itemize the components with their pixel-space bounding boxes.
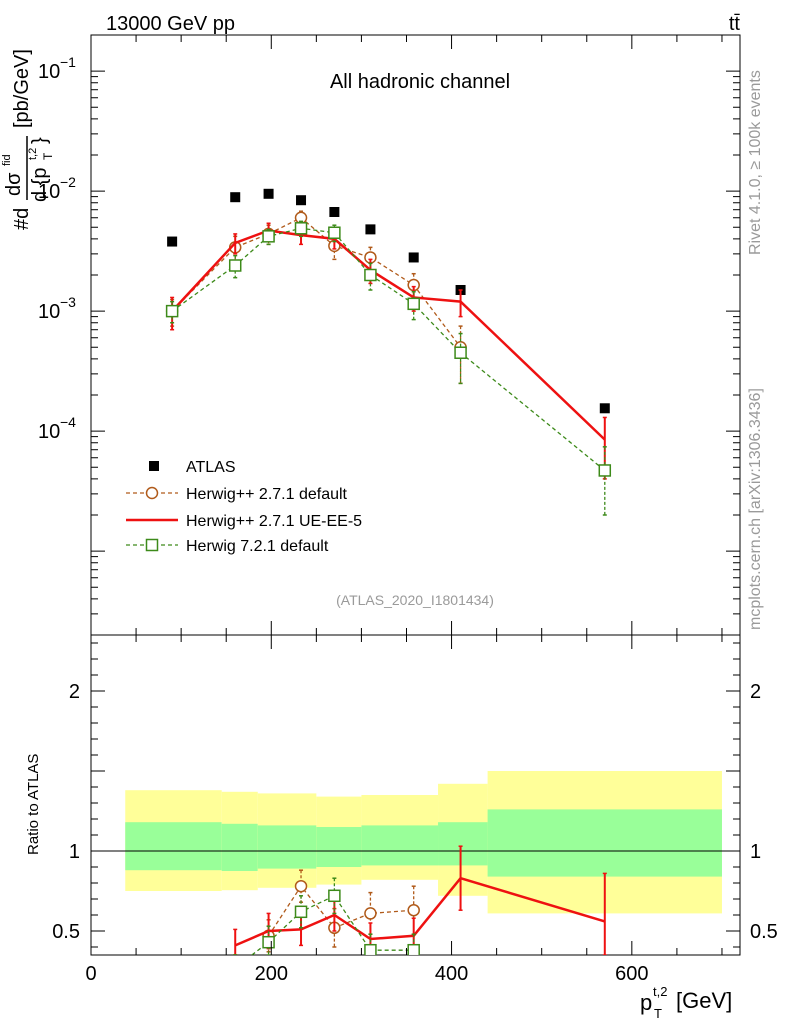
legend-herwig-7-2-1-default-marker	[145, 538, 159, 552]
ratio-herwig-7-2-1-default-point	[407, 943, 420, 955]
x-tick-label: 600	[615, 963, 648, 985]
atlas-point	[167, 236, 178, 247]
svg-text:}: }	[29, 137, 51, 144]
atlas-point	[329, 206, 340, 217]
ratio-herwig-2-7-1-default-line	[268, 885, 414, 937]
svg-text:dσ: dσ	[3, 172, 25, 196]
mcplots-label: mcplots.cern.ch [arXiv:1306.3436]	[747, 388, 764, 630]
main-y-tick-label: 10	[38, 421, 60, 443]
ratio-y-tick-label-right: 0.5	[750, 921, 778, 943]
herwig-2-7-1-default-line	[171, 216, 462, 348]
legend-atlas-label: ATLAS	[186, 459, 236, 476]
atlas-point	[263, 188, 274, 199]
svg-text:p: p	[640, 990, 652, 1015]
legend-herwig-7-2-1-default-label: Herwig 7.2.1 default	[186, 538, 329, 555]
ratio-y-tick-label-right: 1	[750, 841, 761, 863]
ratio-y-tick-label: 1	[69, 841, 80, 863]
svg-text:d {p: d {p	[29, 168, 51, 202]
herwig-7-2-1-default-point	[364, 268, 377, 282]
svg-text:T: T	[654, 1006, 662, 1021]
legend-herwig-2-7-1-ue-ee-5-label: Herwig++ 2.7.1 UE-EE-5	[186, 513, 362, 530]
ratio-band-inner	[125, 822, 222, 871]
main-y-tick-exponent: −4	[60, 414, 76, 430]
ratio-band-inner	[316, 827, 362, 867]
herwig-7-2-1-default-point	[407, 297, 420, 311]
svg-text:#d: #d	[11, 208, 33, 230]
x-tick-label: 400	[435, 963, 468, 985]
main-y-tick-label: 10	[38, 61, 60, 83]
header-left: 13000 GeV pp	[106, 13, 235, 35]
main-y-tick-exponent: −1	[60, 54, 76, 70]
svg-text:t,2: t,2	[653, 984, 667, 999]
ratio-band-inner	[361, 825, 439, 866]
watermark: (ATLAS_2020_I1801434)	[336, 592, 494, 608]
ratio-y-tick-label: 2	[69, 681, 80, 703]
svg-text:T: T	[41, 152, 55, 160]
ratio-y-tick-label: 0.5	[52, 921, 80, 943]
ratio-band-inner	[487, 809, 722, 877]
header-right: tt̄	[729, 13, 741, 35]
ratio-herwig-7-2-1-default-point	[294, 905, 308, 919]
ratio-band-inner	[438, 822, 488, 866]
x-axis-label: p T t,2 [GeV]	[640, 984, 732, 1021]
legend-atlas-marker	[149, 461, 159, 471]
herwig-7-2-1-default-point	[228, 259, 242, 272]
svg-text:fid: fid	[1, 154, 13, 166]
ratio-herwig-7-2-1-default-point	[328, 889, 341, 903]
atlas-point	[296, 195, 307, 206]
herwig-7-2-1-default-point	[165, 304, 179, 318]
svg-text:t,2: t,2	[27, 148, 39, 160]
rivet-label: Rivet 4.1.0, ≥ 100k events	[747, 70, 764, 255]
svg-text:[GeV]: [GeV]	[676, 988, 732, 1013]
legend: ATLAS Herwig++ 2.7.1 default Herwig++ 2.7.…	[126, 459, 362, 555]
main-y-tick-exponent: −2	[60, 174, 76, 190]
main-plot-title: All hadronic channel	[330, 71, 510, 93]
ratio-herwig-7-2-1-default-point	[364, 943, 377, 955]
main-y-tick-label: 10	[38, 181, 60, 203]
svg-text:[pb/GeV]: [pb/GeV]	[11, 49, 33, 128]
ratio-band-inner	[221, 823, 258, 871]
legend-herwig-2-7-1-default-marker	[145, 486, 159, 500]
ratio-y-tick-label-right: 2	[750, 681, 761, 703]
herwig-7-2-1-default-point	[294, 222, 308, 235]
ratio-herwig-7-2-1-default-point	[262, 935, 275, 949]
ratio-y-axis-label: Ratio to ATLAS	[25, 754, 42, 855]
ratio-band-inner	[257, 825, 317, 869]
herwig-7-2-1-default-point	[262, 230, 275, 243]
ratio-herwig-7-2-1-default-point	[230, 962, 241, 973]
ratio-herwig-2-7-1-default-point	[364, 907, 377, 920]
main-y-tick-exponent: −3	[60, 294, 76, 310]
atlas-point	[230, 192, 241, 203]
x-tick-label: 200	[255, 963, 288, 985]
ratio-herwig-2-7-1-default-point	[294, 879, 308, 893]
legend-herwig-2-7-1-default-label: Herwig++ 2.7.1 default	[186, 486, 348, 503]
herwig-7-2-1-default-point	[598, 464, 612, 477]
main-y-axis-label: #d dσ fid d {p T t,2 } [pb/GeV]	[1, 49, 55, 230]
ratio-series-group	[230, 845, 607, 973]
atlas-point	[599, 403, 610, 414]
atlas-point	[365, 224, 376, 235]
ratio-herwig-2-7-1-default-point	[407, 903, 420, 917]
main-y-tick-label: 10	[38, 301, 60, 323]
x-tick-label: 0	[85, 963, 96, 985]
herwig-7-2-1-default-point	[454, 346, 467, 359]
herwig-7-2-1-default-point	[328, 226, 341, 239]
ratio-herwig-7-2-1-default-line	[250, 894, 414, 955]
ratio-herwig-2-7-1-ue-ee-5-line	[234, 876, 606, 947]
atlas-point	[408, 252, 419, 263]
